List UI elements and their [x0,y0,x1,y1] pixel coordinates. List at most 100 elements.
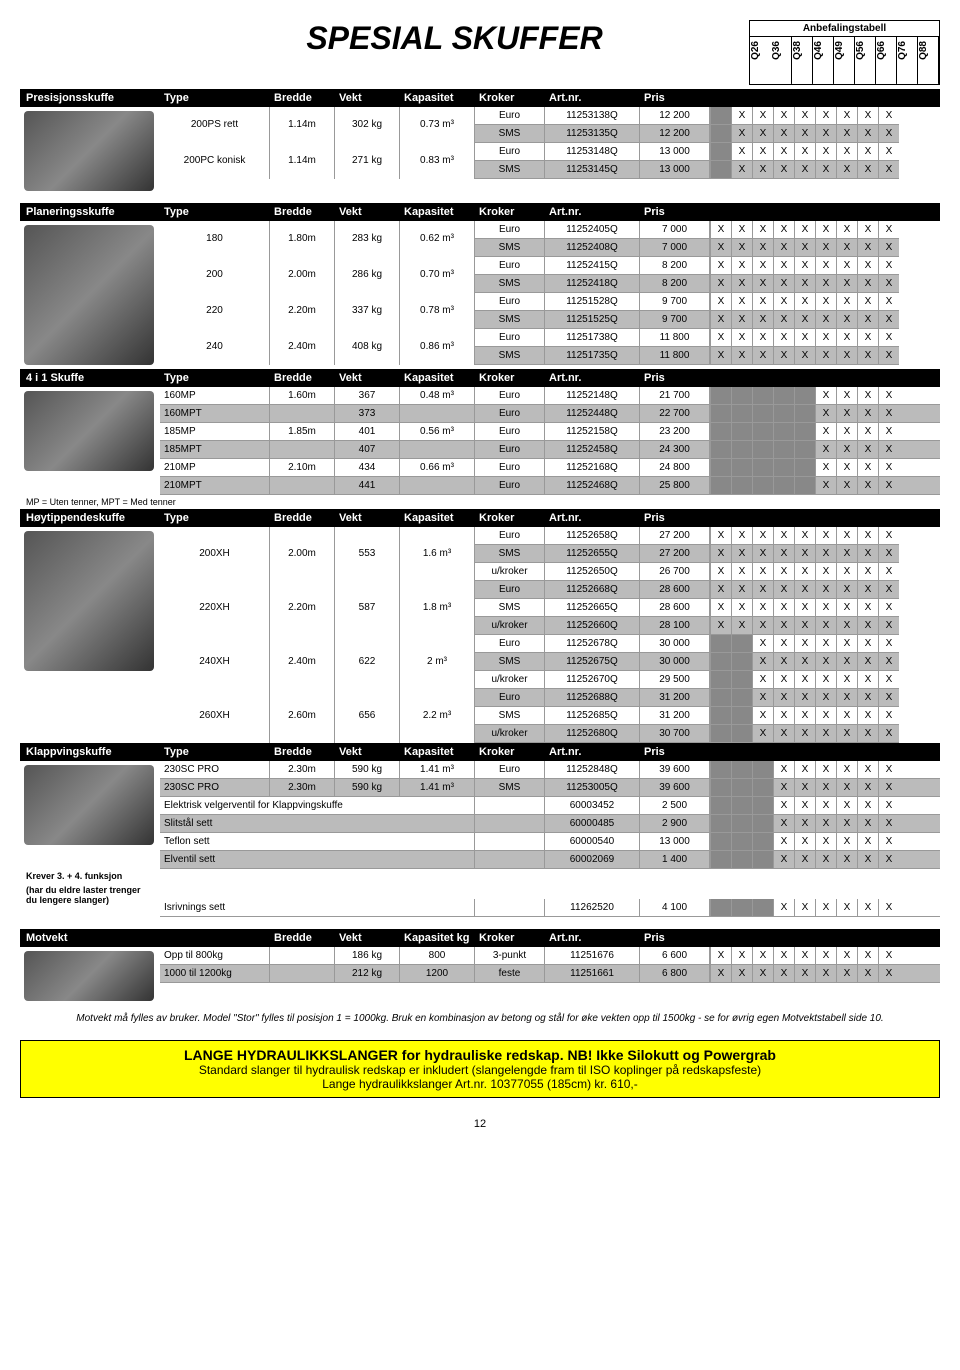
rec-cell: X [836,143,857,160]
rec-cell [752,833,773,850]
rec-cell: X [836,161,857,178]
rec-cell: X [752,107,773,124]
rec-cell: X [773,293,794,310]
rec-cell [710,899,731,916]
rec-cell: X [794,635,815,652]
rec-cell: X [857,477,878,494]
rec-cell [752,441,773,458]
rec-cell: X [752,671,773,688]
rec-cell [773,387,794,404]
rec-cell: X [815,947,836,964]
rec-cell: X [752,635,773,652]
rec-cell [710,797,731,814]
table-row: 160MPT373Euro11252448Q22 700XXXX [160,405,940,423]
rec-cell: X [878,599,899,616]
rec-cell: X [836,293,857,310]
table-header: Type Bredde Vekt Kapasitet Kroker Art.nr… [160,89,940,107]
rec-cell: X [857,275,878,292]
rec-cell: X [857,293,878,310]
rec-cell [710,725,731,742]
table-row: Elektrisk velgerventil for Klappvingskuf… [160,797,940,815]
rec-cell [752,423,773,440]
rec-cell [731,459,752,476]
rec-cell: X [815,477,836,494]
rec-cell: X [878,387,899,404]
rec-cell: X [794,779,815,796]
rec-cell [731,899,752,916]
rec-cell: X [878,653,899,670]
rec-cell: X [773,851,794,868]
rec-cell [710,779,731,796]
rec-cell: X [815,599,836,616]
table-row: 210MPT441Euro11252468Q25 800XXXX [160,477,940,495]
table-header: Type Bredde Vekt Kapasitet Kroker Art.nr… [160,509,940,527]
rec-cell: X [773,617,794,634]
rec-cell: X [815,423,836,440]
rec-cell: X [878,329,899,346]
rec-cell: X [836,965,857,982]
rec-model: Q49 [834,37,855,84]
rec-cell: X [731,125,752,142]
table-row: Opp til 800kg186 kg8003-punkt112516766 6… [160,947,940,965]
rec-cell: X [857,221,878,238]
rec-cell: X [815,689,836,706]
rec-cell: X [857,653,878,670]
rec-cell: X [710,545,731,562]
rec-cell: X [752,275,773,292]
table-header: Bredde Vekt Kapasitet kg Kroker Art.nr. … [160,929,940,947]
rec-cell: X [857,815,878,832]
rec-cell: X [752,293,773,310]
rec-cell: X [710,617,731,634]
rec-cell: X [731,275,752,292]
rec-cell: X [731,347,752,364]
table-header: Type Bredde Vekt Kapasitet Kroker Art.nr… [160,369,940,387]
rec-cell: X [857,459,878,476]
rec-cell: X [710,965,731,982]
rec-cell: X [752,725,773,742]
rec-cell: X [857,423,878,440]
rec-cell: X [794,527,815,544]
rec-cell: X [752,125,773,142]
table-header: Type Bredde Vekt Kapasitet Kroker Art.nr… [160,743,940,761]
rec-cell [710,441,731,458]
rec-cell: X [815,459,836,476]
rec-cell: X [794,725,815,742]
rec-cell: X [773,107,794,124]
rec-cell: X [836,815,857,832]
rec-cell: X [794,161,815,178]
product-image [24,765,154,845]
rec-cell: X [794,107,815,124]
rec-cell: X [836,851,857,868]
table-row: 185MPT407Euro11252458Q24 300XXXX [160,441,940,459]
rec-cell: X [710,347,731,364]
yellow-info-box: LANGE HYDRAULIKKSLANGER for hydrauliske … [20,1040,940,1098]
rec-cell: X [878,563,899,580]
rec-cell: X [878,347,899,364]
rec-cell: X [794,311,815,328]
rec-cell: X [794,563,815,580]
rec-cell: X [878,143,899,160]
rec-cell: X [878,965,899,982]
rec-cell: X [731,329,752,346]
product-image [24,225,154,365]
rec-cell: X [878,545,899,562]
rec-cell [731,761,752,778]
rec-cell: X [794,125,815,142]
rec-cell [731,405,752,422]
rec-cell: X [836,671,857,688]
rec-cell: X [878,107,899,124]
rec-cell: X [794,833,815,850]
rec-cell: X [794,761,815,778]
rec-cell [773,477,794,494]
rec-cell: X [878,441,899,458]
rec-cell: X [752,161,773,178]
rec-cell: X [773,311,794,328]
rec-cell [710,851,731,868]
rec-cell [731,851,752,868]
rec-cell: X [878,477,899,494]
rec-cell: X [773,257,794,274]
rec-cell: X [773,563,794,580]
rec-cell: X [815,635,836,652]
rec-cell: X [878,459,899,476]
rec-cell [731,689,752,706]
